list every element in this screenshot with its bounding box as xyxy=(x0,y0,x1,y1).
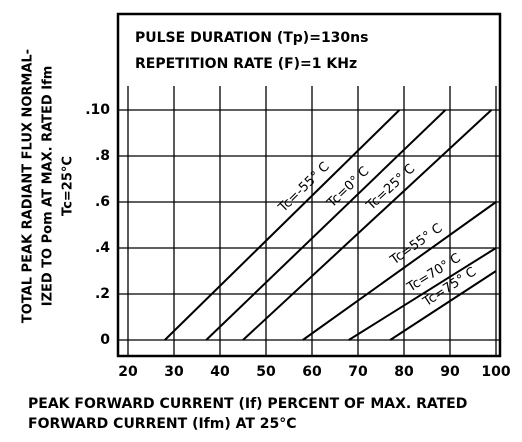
series-line xyxy=(205,109,447,341)
x-tick-label: 30 xyxy=(164,364,184,380)
annotation: REPETITION RATE (F)=1 KHz xyxy=(135,56,357,72)
x-tick-label: 40 xyxy=(210,364,230,380)
y-label: Tc=25°C xyxy=(61,156,76,216)
y-tick-label: .10 xyxy=(85,102,110,118)
y-tick-label: .2 xyxy=(95,286,110,302)
line-label: Tc=-55° C xyxy=(275,159,332,216)
x-tick-label: 90 xyxy=(440,364,460,380)
y-tick-label: .8 xyxy=(95,148,110,164)
y-label: TOTAL PEAK RADIANT FLUX NORMAL- xyxy=(21,49,36,323)
series-line xyxy=(302,201,497,341)
x-tick-label: 80 xyxy=(394,364,414,380)
x-tick-label: 50 xyxy=(256,364,276,380)
x-tick-label: 70 xyxy=(348,364,368,380)
y-tick-label: 0 xyxy=(100,332,110,348)
y-tick-label: .6 xyxy=(95,194,110,210)
note-box xyxy=(128,22,388,78)
plot-frame xyxy=(116,12,502,358)
x-label: PEAK FORWARD CURRENT (If) PERCENT OF MAX… xyxy=(28,396,467,412)
series-line xyxy=(348,247,497,341)
y-tick-label: .4 xyxy=(95,240,110,256)
series-line xyxy=(389,270,497,341)
line-label: Tc=25° C xyxy=(363,162,418,214)
y-label: IZED TO Pom AT MAX. RATED Ifm xyxy=(41,66,56,307)
x-label: FORWARD CURRENT (Ifm) AT 25°C xyxy=(28,416,297,432)
x-tick-label: 100 xyxy=(481,364,510,380)
annotation: PULSE DURATION (Tp)=130ns xyxy=(135,30,368,46)
series-line xyxy=(242,109,493,341)
x-tick-label: 60 xyxy=(302,364,322,380)
series-line xyxy=(164,109,401,341)
x-tick-label: 20 xyxy=(118,364,138,380)
